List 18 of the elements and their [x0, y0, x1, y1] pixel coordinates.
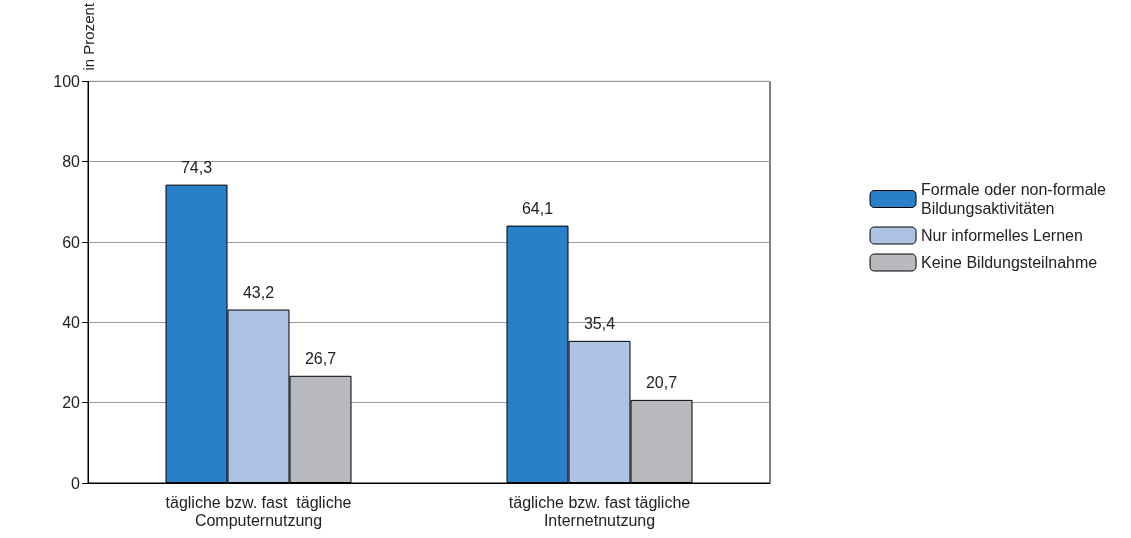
- legend-label: Formale oder non-formale Bildungsaktivitäten: [921, 181, 1107, 217]
- data-label: 43,2: [242, 284, 275, 302]
- y-tick-label: 60: [62, 233, 81, 251]
- y-tick-label: 0: [71, 474, 81, 492]
- y-axis-title: in Prozent: [79, 2, 97, 71]
- legend-label: Keine Bildungsteilnahme: [921, 254, 1098, 271]
- data-label: 74,3: [180, 159, 213, 177]
- x-tick-label: tägliche bzw. fast tägliche Computernutzung: [165, 493, 352, 529]
- data-label: 35,4: [583, 315, 616, 333]
- y-tick-label: 100: [53, 72, 81, 90]
- data-label: 64,1: [521, 200, 554, 218]
- x-tick-label: tägliche bzw. fast tägliche Internetnutzung: [508, 493, 691, 529]
- y-tick-label: 20: [62, 394, 81, 412]
- y-tick-label: 40: [62, 313, 81, 331]
- legend-label: Nur informelles Lernen: [921, 227, 1083, 244]
- y-tick-label: 80: [62, 153, 81, 171]
- data-label: 20,7: [645, 374, 678, 392]
- data-label: 26,7: [304, 350, 337, 368]
